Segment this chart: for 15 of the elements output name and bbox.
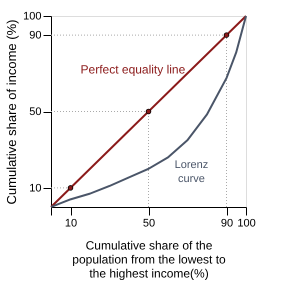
x-tick-label: 10 [64, 218, 78, 230]
point [68, 185, 74, 191]
x-tick-label: 100 [237, 218, 256, 230]
point [146, 108, 152, 114]
x-tick-label: 90 [220, 218, 234, 230]
y-axis-title: Cumulative share of income (%) [4, 20, 20, 204]
x-tick-label: 50 [142, 218, 156, 230]
y-tick-label: 100 [23, 10, 42, 22]
y-tick-label: 50 [29, 106, 42, 118]
x-axis-title: Cumulative share of the population from the lowest to the highest income(%) [72, 238, 226, 280]
y-tick-label: 10 [29, 182, 42, 194]
series-label: Lorenz curve [174, 158, 208, 185]
series-label: Perfect equality line [80, 62, 186, 76]
y-tick-label: 90 [29, 30, 42, 42]
point [224, 32, 230, 38]
